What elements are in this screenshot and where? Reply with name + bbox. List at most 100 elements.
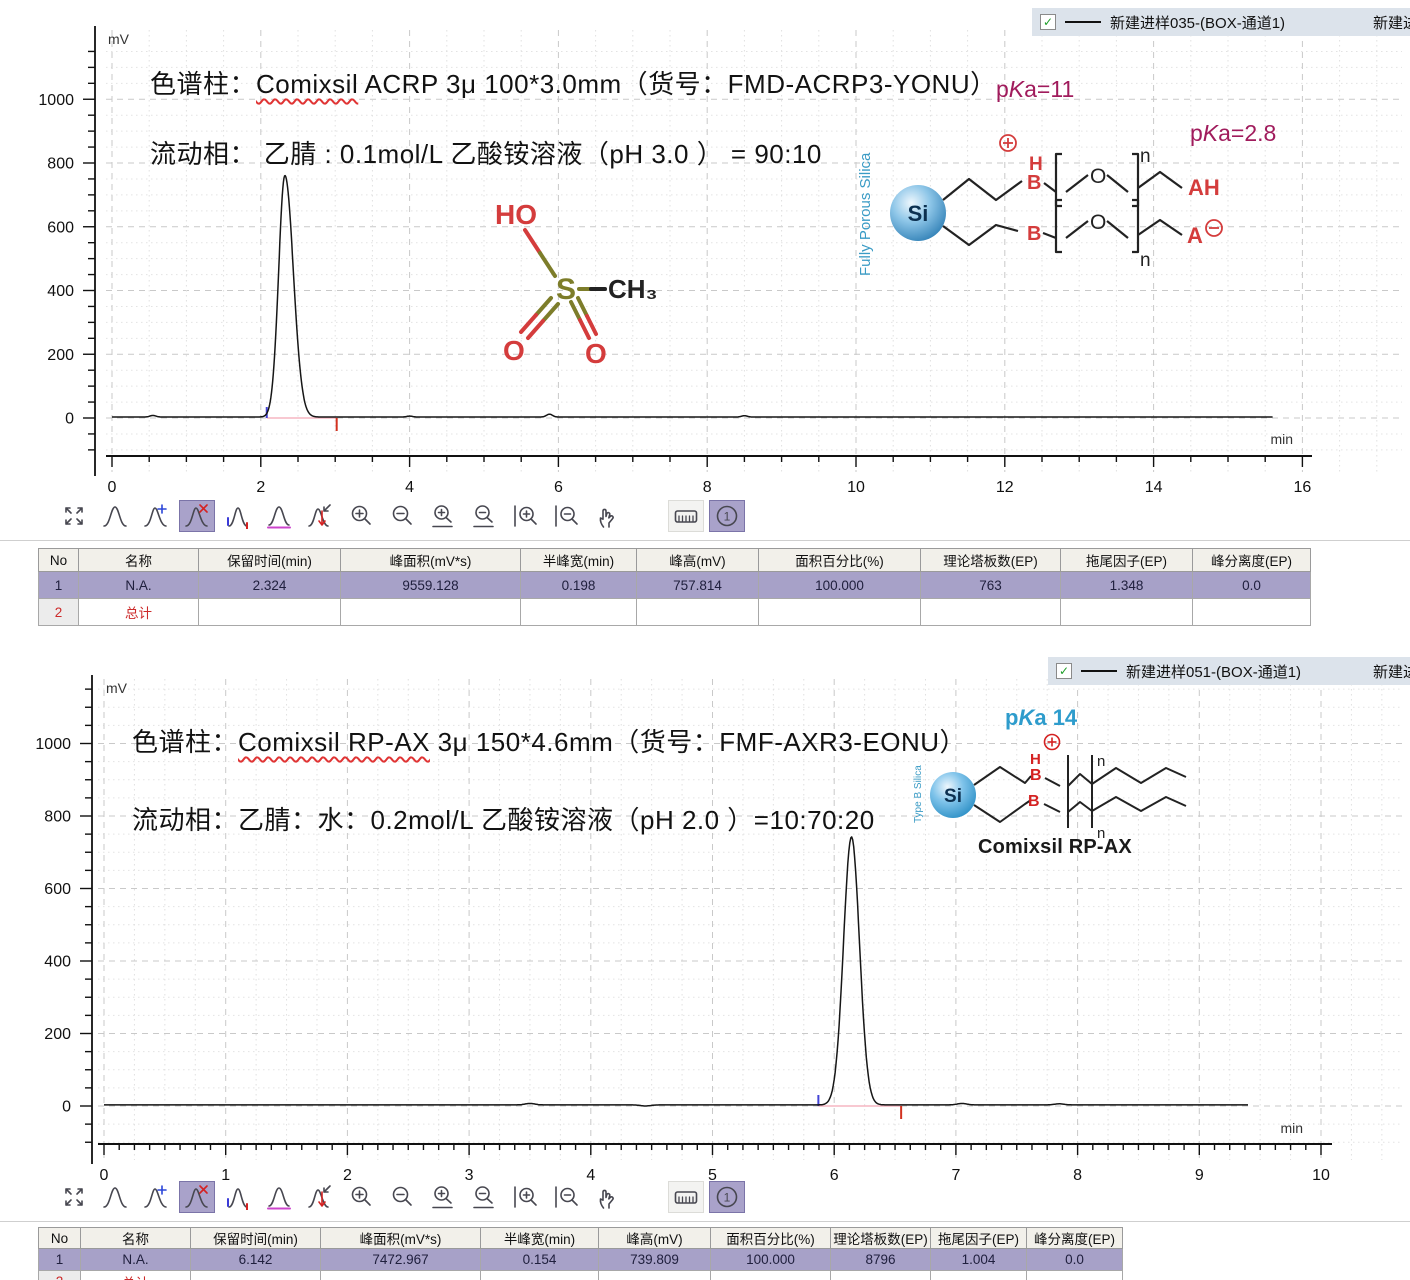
- divider: [0, 540, 1410, 542]
- zoom-out-icon[interactable]: [384, 1181, 420, 1213]
- svg-text:6: 6: [554, 479, 563, 496]
- manual-baseline-icon[interactable]: [302, 500, 338, 532]
- zoom-in-icon[interactable]: [343, 1181, 379, 1213]
- full-scale-icon[interactable]: [56, 1181, 92, 1213]
- col-tailing: 拖尾因子(EP): [930, 1227, 1027, 1249]
- pan-hand-icon[interactable]: [589, 1181, 625, 1213]
- svg-text:9: 9: [1195, 1167, 1204, 1180]
- chart-toolbar-top: 1: [56, 500, 745, 532]
- peak-icon[interactable]: [97, 500, 133, 532]
- svg-text:12: 12: [996, 479, 1014, 496]
- total-row[interactable]: 2 总计: [38, 598, 1311, 626]
- svg-text:2: 2: [343, 1167, 352, 1180]
- series-label: 新建进样035-(BOX-通道1): [1110, 14, 1286, 32]
- chart-toolbar-bottom: 1: [56, 1181, 745, 1213]
- svg-text:200: 200: [44, 1026, 71, 1043]
- delete-peak-icon[interactable]: [179, 1181, 215, 1213]
- col-height: 峰高(mV): [636, 548, 759, 572]
- peak-results-table-top: No 名称 保留时间(min) 峰面积(mV*s) 半峰宽(min) 峰高(mV…: [38, 548, 1311, 626]
- svg-text:mV: mV: [108, 31, 130, 47]
- peak-row[interactable]: 1 N.A. 2.324 9559.128 0.198 757.814 100.…: [38, 571, 1311, 599]
- zoom-in-y-icon[interactable]: [507, 1181, 543, 1213]
- series-line-swatch: [1065, 21, 1101, 23]
- svg-text:1: 1: [221, 1167, 230, 1180]
- zoom-in-x-icon[interactable]: [425, 500, 461, 532]
- zoom-out-icon[interactable]: [384, 500, 420, 532]
- peak-row[interactable]: 1 N.A. 6.142 7472.967 0.154 739.809 100.…: [38, 1248, 1123, 1271]
- divider: [0, 1221, 1410, 1223]
- svg-text:16: 16: [1294, 479, 1312, 496]
- column-prefix: 色谱柱：: [150, 69, 257, 99]
- svg-text:2: 2: [256, 479, 265, 496]
- series-label: 新建进样051-(BOX-通道1): [1126, 663, 1302, 681]
- series-checkbox[interactable]: ✓: [1040, 14, 1056, 30]
- manual-baseline-icon[interactable]: [302, 1181, 338, 1213]
- channel-1-icon[interactable]: 1: [709, 500, 745, 532]
- column-name: Comixsil RP-AX: [238, 727, 430, 757]
- chromatogram-plot-bottom[interactable]: 0 200 400 600 800 1000 0 1 2 3 4 5 6 7 8 9 10 mV min: [0, 655, 1410, 1180]
- svg-text:800: 800: [47, 156, 74, 173]
- zoom-in-x-icon[interactable]: [425, 1181, 461, 1213]
- col-halfwidth: 半峰宽(min): [520, 548, 637, 572]
- col-plates: 理论塔板数(EP): [920, 548, 1061, 572]
- svg-text:min: min: [1280, 1120, 1303, 1136]
- col-retention: 保留时间(min): [190, 1227, 321, 1249]
- zoom-out-y-icon[interactable]: [548, 1181, 584, 1213]
- svg-text:14: 14: [1145, 479, 1163, 496]
- channel-1-icon[interactable]: 1: [709, 1181, 745, 1213]
- zoom-out-x-icon[interactable]: [466, 500, 502, 532]
- mobile-phase-bottom: 流动相：乙腈：水：0.2mol/L 乙酸铵溶液（pH 2.0 ）=10:70:2…: [132, 805, 875, 835]
- column-name: Comixsil: [256, 69, 359, 99]
- set-baseline-icon[interactable]: [261, 500, 297, 532]
- col-area-pct: 面积百分比(%): [710, 1227, 831, 1249]
- svg-text:1000: 1000: [38, 92, 74, 109]
- zoom-in-icon[interactable]: [343, 500, 379, 532]
- pka2-label: pKa=2.8: [1190, 120, 1277, 146]
- set-baseline-icon[interactable]: [261, 1181, 297, 1213]
- series-checkbox[interactable]: ✓: [1056, 663, 1072, 679]
- svg-text:3: 3: [465, 1167, 474, 1180]
- svg-text:400: 400: [47, 283, 74, 300]
- svg-text:800: 800: [44, 809, 71, 826]
- column-spec: ACRP 3μ 100*3.0mm（货号：FMD-ACRP3-YONU）: [358, 69, 997, 99]
- chromatogram-plot-top[interactable]: 0 200 400 600 800 1000 0 2 4 6 8 10 12 14 16 mV min: [0, 0, 1410, 498]
- add-peak-icon[interactable]: [138, 1181, 174, 1213]
- svg-text:400: 400: [44, 954, 71, 971]
- series-label-truncated: 新建进: [1372, 663, 1410, 681]
- zoom-out-y-icon[interactable]: [548, 500, 584, 532]
- col-plates: 理论塔板数(EP): [830, 1227, 931, 1249]
- svg-text:4: 4: [586, 1167, 595, 1180]
- svg-text:1000: 1000: [35, 736, 71, 753]
- svg-text:200: 200: [47, 347, 74, 364]
- col-retention: 保留时间(min): [198, 548, 341, 572]
- zoom-out-x-icon[interactable]: [466, 1181, 502, 1213]
- col-halfwidth: 半峰宽(min): [480, 1227, 599, 1249]
- total-row[interactable]: 2 总计: [38, 1270, 1123, 1280]
- peak-start-end-icon[interactable]: [220, 500, 256, 532]
- svg-text:0: 0: [62, 1099, 71, 1116]
- svg-text:4: 4: [405, 479, 414, 496]
- col-name: 名称: [78, 548, 199, 572]
- col-area-pct: 面积百分比(%): [758, 548, 921, 572]
- svg-text:mV: mV: [106, 680, 128, 696]
- pka1-label: pKa=11: [996, 76, 1075, 102]
- svg-text:1: 1: [724, 1191, 731, 1205]
- ruler-icon[interactable]: [668, 1181, 704, 1213]
- col-resolution: 峰分离度(EP): [1192, 548, 1311, 572]
- col-no: No: [38, 1227, 81, 1249]
- product-name-label: Comixsil RP-AX: [978, 836, 1132, 858]
- add-peak-icon[interactable]: [138, 500, 174, 532]
- pka-14-label: pKa 14: [1005, 705, 1078, 730]
- table-header-row: No 名称 保留时间(min) 峰面积(mV*s) 半峰宽(min) 峰高(mV…: [38, 548, 1311, 572]
- col-resolution: 峰分离度(EP): [1026, 1227, 1123, 1249]
- full-scale-icon[interactable]: [56, 500, 92, 532]
- ruler-icon[interactable]: [668, 500, 704, 532]
- pan-hand-icon[interactable]: [589, 500, 625, 532]
- delete-peak-icon[interactable]: [179, 500, 215, 532]
- peak-start-end-icon[interactable]: [220, 1181, 256, 1213]
- zoom-in-y-icon[interactable]: [507, 500, 543, 532]
- col-area: 峰面积(mV*s): [340, 548, 521, 572]
- column-spec: 3μ 150*4.6mm（货号：FMF-AXR3-EONU）: [429, 727, 967, 757]
- peak-icon[interactable]: [97, 1181, 133, 1213]
- svg-text:0: 0: [108, 479, 117, 496]
